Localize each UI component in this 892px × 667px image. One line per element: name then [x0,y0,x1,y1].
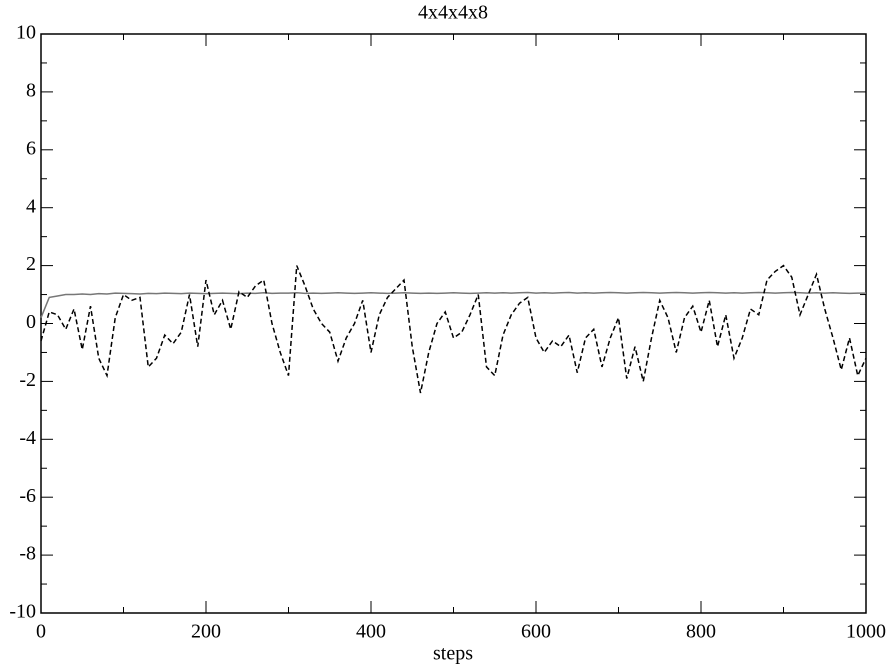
x-tick-label: 200 [191,621,221,643]
plot-frame [40,33,867,614]
y-tick-label: 8 [26,79,36,101]
y-tick-label: 6 [26,137,36,159]
x-tick-label: 1000 [846,621,886,643]
x-axis-label: steps [433,643,473,665]
x-tick-label: 0 [36,621,46,643]
series-line [40,264,867,394]
chart-title: 4x4x4x8 [418,2,488,24]
x-tick-label: 600 [521,621,551,643]
y-tick-label: -6 [19,485,36,507]
y-tick-label: -2 [19,369,36,391]
y-tick-label: 10 [16,22,36,44]
y-tick-label: -4 [19,427,36,449]
y-tick-label: -8 [19,543,36,565]
y-tick-label: -10 [9,601,36,623]
series-line [40,291,866,318]
y-tick-label: 4 [26,195,36,217]
y-tick-label: 0 [26,311,36,333]
x-tick-label: 400 [356,621,386,643]
x-tick-label: 800 [686,621,716,643]
y-tick-label: 2 [26,253,36,275]
